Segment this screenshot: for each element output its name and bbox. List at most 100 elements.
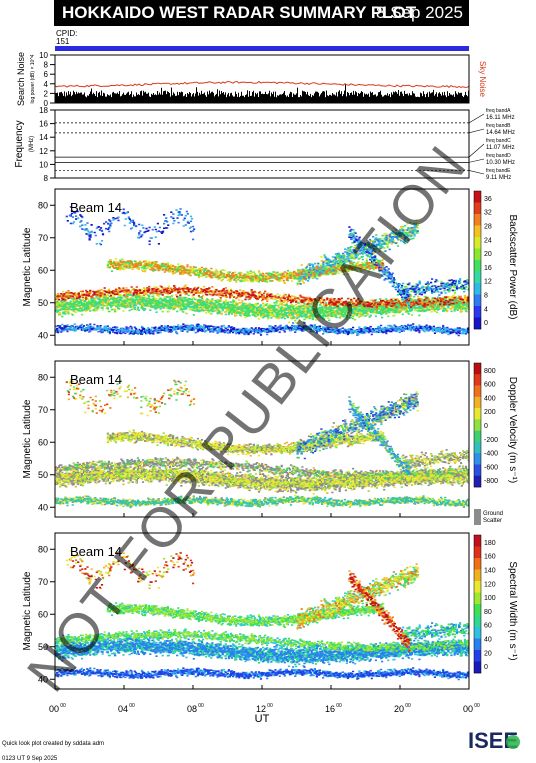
pwr-scatter-cells	[56, 285, 469, 308]
sw-colorbar-cell	[474, 546, 481, 559]
vel-colorbar-cell	[474, 441, 481, 454]
sw-colorbar-tick-label: 100	[484, 595, 496, 602]
x-tick-superscript: 00	[129, 703, 135, 709]
vel-colorbar-tick-label: 600	[484, 382, 496, 389]
x-tick-superscript: 00	[336, 703, 342, 709]
logo-accent-icon	[506, 735, 520, 749]
x-axis-label: UT	[255, 713, 270, 725]
freq-band-label: freq bandB	[486, 123, 511, 129]
vel-scatter-cells	[55, 381, 469, 507]
ground-scatter-label-2: Scatter	[483, 518, 502, 524]
vel-scatter-cells	[56, 393, 469, 508]
sw-ytick-label: 80	[38, 544, 48, 554]
sw-colorbar-cell	[474, 535, 481, 547]
frequency-ytick-label: 16	[39, 120, 48, 129]
x-tick-superscript: 00	[405, 703, 411, 709]
pwr-colorbar-tick-label: 28	[484, 224, 492, 231]
vel-ytick-label: 70	[38, 405, 48, 415]
pwr-colorbar-tick-label: 36	[484, 196, 492, 203]
power-ylabel: Magnetic Latitude	[22, 227, 33, 306]
freq-band-value: 10.30 MHz	[486, 160, 515, 166]
search-noise-ytick-label: 2	[44, 89, 49, 98]
pwr-colorbar-frame	[473, 190, 482, 330]
freq-band-label: freq bandC	[486, 138, 511, 144]
vel-scatter-cells	[65, 380, 190, 413]
sw-ytick-label: 60	[38, 609, 48, 619]
sw-colorbar-cell	[474, 615, 481, 628]
vel-scatter-cells	[55, 381, 469, 509]
x-tick-label: 04	[118, 704, 128, 714]
pwr-ytick-label: 70	[38, 233, 48, 243]
x-tick-superscript: 00	[474, 703, 480, 709]
power-colorbar-label: Backscatter Power (dB)	[507, 214, 518, 319]
sw-ytick-label: 70	[38, 577, 48, 587]
vel-colorbar-tick-label: -400	[484, 451, 498, 458]
vel-colorbar-cell	[474, 430, 481, 443]
vel-colorbar-tick-label: 200	[484, 409, 496, 416]
freq-band-pointer	[468, 128, 485, 134]
search-noise-ytick-label: 8	[44, 61, 49, 70]
search-noise-ytick-label: 6	[44, 70, 49, 79]
pwr-colorbar-tick-label: 32	[484, 210, 492, 217]
vel-colorbar-cell	[474, 464, 481, 477]
frequency-unit: (MHz)	[29, 136, 35, 152]
pwr-ytick-label: 80	[38, 200, 48, 210]
sw-colorbar-tick-label: 20	[484, 650, 492, 657]
sky-noise-line	[55, 80, 469, 88]
sw-ytick-label: 50	[38, 642, 48, 652]
sw-colorbar-tick-label: 60	[484, 623, 492, 630]
spectral-width-colorbar-label: Spectral Width (m s⁻¹)	[507, 561, 518, 660]
footer-timestamp: 0123 UT 9 Sep 2025	[2, 756, 58, 762]
pwr-colorbar-cell	[474, 225, 481, 238]
search-noise-ylabel: Search Noise	[16, 52, 26, 106]
vel-colorbar-cell	[474, 475, 481, 488]
sw-scatter-cells	[55, 622, 469, 681]
vel-colorbar-cell	[474, 408, 481, 420]
freq-band-label: freq bandE	[486, 168, 511, 174]
frequency-ytick-label: 14	[39, 133, 48, 142]
sw-colorbar-cell	[474, 581, 481, 593]
freq-band-pointer	[468, 170, 485, 175]
sw-colorbar-cell	[474, 558, 481, 570]
freq-band-label: freq bandA	[486, 108, 511, 114]
vel-colorbar-cell	[474, 419, 481, 431]
pwr-colorbar-cell	[474, 202, 481, 215]
vel-colorbar-tick-label: -800	[484, 478, 498, 485]
velocity-beam-label: Beam 14	[70, 372, 122, 387]
vel-colorbar-tick-label: 0	[484, 423, 488, 430]
pwr-colorbar-tick-label: 20	[484, 251, 492, 258]
vel-colorbar-tick-label: 400	[484, 395, 496, 402]
sw-colorbar-frame	[473, 534, 482, 674]
pwr-ytick-label: 40	[38, 330, 48, 340]
vel-scatter-cells	[55, 384, 469, 494]
isee-logo: ISEE	[468, 728, 520, 753]
pwr-colorbar-cell	[474, 306, 481, 318]
pwr-colorbar-cell	[474, 237, 481, 249]
vel-colorbar-cell	[474, 385, 481, 398]
x-tick-label: 08	[187, 704, 197, 714]
pwr-colorbar-cell	[474, 248, 481, 261]
frequency-ytick-label: 8	[44, 174, 49, 183]
vel-colorbar-tick-label: -600	[484, 464, 498, 471]
search-noise-ytick-label: 4	[44, 80, 49, 89]
pwr-colorbar-tick-label: 16	[484, 265, 492, 272]
vel-colorbar-cell	[474, 363, 481, 375]
cpid-bar	[55, 46, 469, 51]
cpid-value: 151	[56, 37, 70, 46]
velocity-panel: 80 70 60 50 40 Beam 14 Magnetic Latitude 800…	[22, 360, 518, 525]
sky-noise-legend: Sky Noise	[478, 61, 487, 98]
sw-colorbar-cell	[474, 627, 481, 639]
sw-colorbar-tick-label: 140	[484, 568, 496, 575]
sw-colorbar-tick-label: 160	[484, 554, 496, 561]
frequency-ylabel: Frequency	[14, 120, 25, 167]
ground-scatter-label-1: Ground	[483, 511, 503, 517]
sw-colorbar-tick-label: 40	[484, 637, 492, 644]
sw-scatter-cells	[55, 566, 469, 665]
pwr-colorbar-cell	[474, 214, 481, 226]
pwr-colorbar-cell	[474, 271, 481, 284]
vel-ytick-label: 80	[38, 372, 48, 382]
freq-band-pointer	[468, 113, 485, 124]
vel-scatter-cells	[296, 395, 418, 475]
